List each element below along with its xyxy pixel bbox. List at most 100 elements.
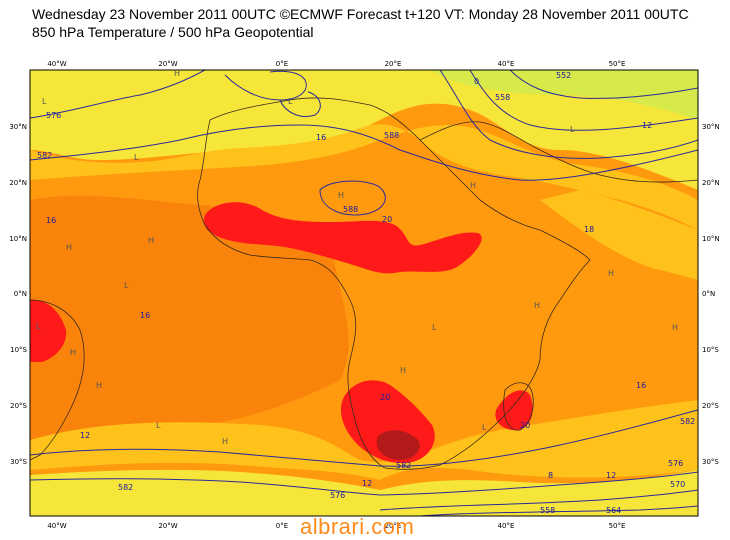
contour-label: 582: [396, 461, 411, 470]
low-marker: L: [482, 423, 487, 432]
africa-coastline: [197, 97, 591, 470]
contour-label: 558: [540, 506, 555, 515]
contour-588-closed: [319, 180, 386, 216]
low-marker: L: [156, 421, 161, 430]
temperature-fill-red-west: [30, 299, 67, 362]
low-marker: L: [432, 323, 437, 332]
high-marker: H: [534, 301, 540, 310]
temperature-fill-light-orange-south: [30, 400, 698, 480]
contour-label: 552: [556, 71, 571, 80]
coastlines: [30, 97, 698, 470]
lon-label: 40°E: [498, 522, 515, 530]
temperature-fill-dark-red-south-africa: [376, 430, 420, 460]
contour-576-south: [30, 471, 698, 496]
contour-label: 576: [46, 111, 61, 120]
contour-label: 576: [668, 459, 683, 468]
contour-low-center: [279, 91, 321, 117]
temperature-fill-red-madagascar: [495, 390, 533, 431]
low-marker: L: [570, 125, 575, 134]
madagascar-coastline: [503, 382, 534, 431]
contour-label: 12: [362, 479, 372, 488]
contour-label: 16: [140, 311, 150, 320]
contour-label: 570: [670, 480, 685, 489]
pressure-markers: L H L L H H H L L H H H L L H H H H L H …: [36, 69, 678, 446]
lon-label: 20°W: [158, 522, 177, 530]
lat-label: 10°N: [702, 235, 720, 243]
lon-label: 0°E: [276, 522, 288, 530]
temperature-fill-red-sahel: [203, 202, 482, 274]
lat-label: 10°S: [10, 346, 27, 354]
temperature-fill-yellow-south: [30, 469, 698, 516]
contour-label: 0: [474, 77, 479, 86]
lon-label: 40°W: [47, 60, 66, 68]
low-marker: L: [36, 322, 41, 331]
temperature-fill-light-orange-north: [30, 124, 698, 230]
contour-570-south: [379, 489, 698, 511]
contour-label: 12: [642, 121, 652, 130]
lon-labels-bottom: 40°W 20°W 0°E 20°E 40°E 50°E: [47, 522, 625, 530]
lon-label: 40°E: [498, 60, 515, 68]
contour-label: 20: [380, 393, 390, 402]
contour-label: 18: [584, 225, 594, 234]
south-america-coastline: [30, 299, 85, 461]
lat-labels-left: 30°N 20°N 10°N 0°N 10°S 20°S 30°S: [9, 123, 27, 466]
lon-label: 20°W: [158, 60, 177, 68]
low-marker: L: [134, 153, 139, 162]
contour-label: 12: [606, 471, 616, 480]
low-marker: L: [42, 97, 47, 106]
contour-552-ne: [509, 70, 698, 99]
contour-labels: 576 582 16 16 588 588 20 18 12 16 12 20 …: [37, 71, 695, 515]
high-marker: H: [66, 243, 72, 252]
arabia-coastline: [419, 121, 698, 183]
geopotential-contours: [30, 70, 698, 516]
temperature-field: [30, 70, 698, 516]
lat-label: 0°N: [702, 290, 715, 298]
contour-label: 582: [680, 417, 695, 426]
map-frame: [29, 69, 699, 517]
lat-label: 10°S: [702, 346, 719, 354]
lon-label: 50°E: [609, 522, 626, 530]
contour-label: 558: [495, 93, 510, 102]
lat-labels-right: 30°N 20°N 10°N 0°N 10°S 20°S 30°S: [702, 123, 720, 466]
high-marker: H: [672, 323, 678, 332]
contour-588-north: [30, 124, 698, 181]
low-marker: L: [288, 97, 293, 106]
map-title-line1: Wednesday 23 November 2011 00UTC ©ECMWF …: [32, 6, 689, 22]
contour-label: 16: [46, 216, 56, 225]
high-marker: H: [70, 348, 76, 357]
lat-label: 0°N: [14, 290, 27, 298]
temperature-fill-light-orange-east: [540, 190, 698, 280]
contour-582-south: [30, 409, 698, 467]
lon-label: 20°E: [385, 522, 402, 530]
contour-558-ne: [469, 70, 698, 131]
lon-label: 20°E: [385, 60, 402, 68]
lat-label: 30°S: [702, 458, 719, 466]
watermark: albrari.com: [300, 514, 415, 539]
contour-label: 582: [118, 483, 133, 492]
lat-label: 30°N: [702, 123, 720, 131]
high-marker: H: [148, 236, 154, 245]
temperature-fill-yellow-north: [30, 70, 698, 190]
temperature-fill-dark-orange-west: [30, 195, 349, 460]
lat-label: 20°N: [702, 179, 720, 187]
contour-label: 576: [330, 491, 345, 500]
lat-label: 30°S: [10, 458, 27, 466]
high-marker: H: [470, 181, 476, 190]
lat-label: 30°N: [9, 123, 27, 131]
high-marker: H: [174, 69, 180, 78]
high-marker: H: [608, 269, 614, 278]
contour-label: 564: [606, 506, 621, 515]
lon-label: 40°W: [47, 522, 66, 530]
low-marker: L: [124, 281, 129, 290]
contour-label: 588: [343, 205, 358, 214]
contour-576-north: [30, 70, 206, 119]
map-title-line2: 850 hPa Temperature / 500 hPa Geopotenti…: [32, 24, 314, 40]
lat-label: 20°S: [10, 402, 27, 410]
high-marker: H: [222, 437, 228, 446]
contour-label: 582: [37, 151, 52, 160]
high-marker: H: [96, 381, 102, 390]
contour-label: 16: [316, 133, 326, 142]
contour-label: 8: [548, 471, 553, 480]
contour-label: 588: [384, 131, 399, 140]
